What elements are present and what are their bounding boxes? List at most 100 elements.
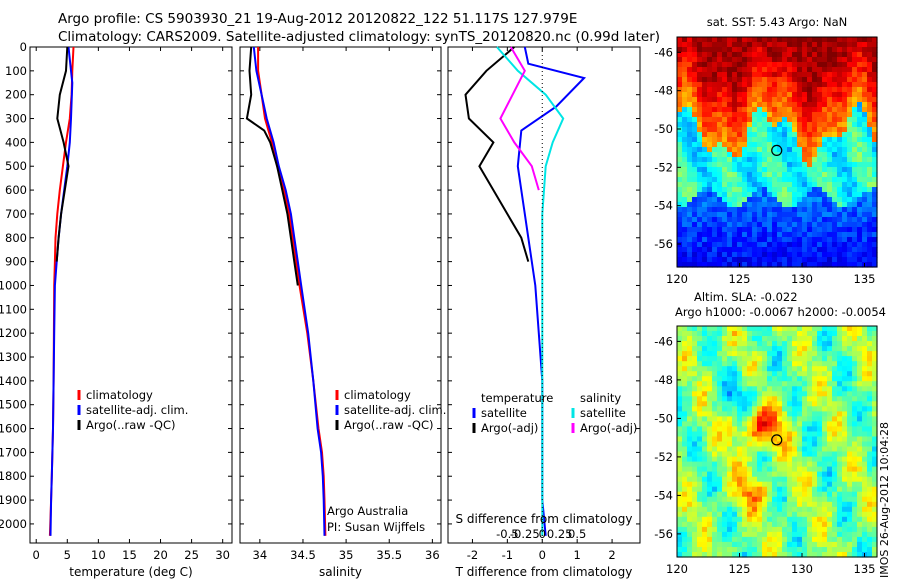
map-cell	[872, 516, 878, 523]
map-cell	[802, 97, 808, 103]
map-cell	[772, 137, 778, 143]
map-cell	[857, 466, 863, 473]
map-cell	[817, 341, 823, 347]
map-cell	[812, 172, 818, 178]
map-cell	[717, 202, 723, 208]
map-cell	[712, 82, 718, 88]
map-cell	[697, 386, 703, 392]
map-cell	[842, 421, 848, 427]
map-cell	[812, 466, 818, 473]
map-cell	[857, 456, 863, 463]
map-cell	[837, 486, 843, 493]
map-cell	[712, 496, 718, 503]
map-cell	[742, 481, 748, 488]
map-cell	[717, 451, 723, 458]
map-cell	[767, 336, 773, 342]
map-cell	[777, 446, 783, 453]
map-cell	[682, 456, 688, 463]
map-cell	[792, 351, 798, 357]
map-cell	[712, 217, 718, 223]
map-cell	[852, 237, 858, 243]
x-tick-label: 130	[791, 562, 813, 576]
map-cell	[692, 142, 698, 148]
map-cell	[697, 547, 703, 553]
map-cell	[687, 192, 693, 198]
x-tick-label: 135	[854, 272, 876, 286]
map-cell	[732, 491, 738, 498]
map-cell	[782, 152, 788, 158]
map-cell	[857, 227, 863, 233]
map-cell	[782, 112, 788, 118]
map-cell	[802, 42, 808, 48]
map-cell	[677, 122, 683, 128]
map-cell	[707, 172, 713, 178]
map-cell	[702, 107, 708, 113]
map-cell	[687, 361, 693, 367]
map-cell	[687, 521, 693, 528]
map-cell	[777, 341, 783, 347]
map-cell	[702, 366, 708, 372]
map-cell	[762, 162, 768, 168]
map-cell	[682, 371, 688, 377]
map-cell	[792, 396, 798, 402]
map-cell	[832, 237, 838, 243]
map-cell	[782, 252, 788, 258]
map-cell	[842, 232, 848, 238]
map-cell	[717, 376, 723, 382]
map-cell	[737, 47, 743, 53]
map-cell	[847, 137, 853, 143]
map-cell	[747, 67, 753, 73]
map-cell	[767, 217, 773, 223]
map-cell	[767, 446, 773, 453]
map-cell	[727, 117, 733, 123]
map-cell	[697, 42, 703, 48]
map-cell	[707, 242, 713, 248]
map-cell	[707, 376, 713, 382]
map-cell	[702, 521, 708, 528]
map-cell	[837, 501, 843, 508]
map-cell	[697, 376, 703, 382]
map-cell	[687, 112, 693, 118]
map-cell	[767, 436, 773, 443]
map-cell	[837, 212, 843, 218]
map-cell	[782, 541, 788, 548]
map-cell	[847, 172, 853, 178]
map-cell	[867, 122, 873, 128]
map-cell	[852, 47, 858, 53]
map-cell	[772, 212, 778, 218]
map-cell	[692, 401, 698, 407]
map-cell	[697, 212, 703, 218]
map-cell	[857, 486, 863, 493]
map-cell	[707, 262, 713, 268]
map-cell	[687, 212, 693, 218]
map-cell	[807, 416, 813, 422]
map-cell	[827, 57, 833, 63]
map-cell	[767, 386, 773, 392]
map-cell	[822, 237, 828, 243]
map-cell	[712, 416, 718, 422]
map-cell	[747, 386, 753, 392]
map-cell	[802, 366, 808, 372]
map-cell	[767, 371, 773, 377]
y-tick-label: -48	[654, 373, 673, 387]
map-cell	[797, 481, 803, 488]
map-cell	[732, 516, 738, 523]
map-cell	[752, 476, 758, 483]
map-cell	[792, 212, 798, 218]
map-cell	[717, 142, 723, 148]
map-cell	[842, 547, 848, 553]
map-cell	[822, 481, 828, 488]
map-cell	[872, 167, 878, 173]
map-cell	[687, 496, 693, 503]
map-cell	[682, 167, 688, 173]
map-cell	[792, 326, 798, 332]
map-cell	[857, 257, 863, 263]
map-cell	[747, 197, 753, 203]
map-cell	[717, 37, 723, 43]
map-cell	[737, 431, 743, 438]
map-cell	[712, 326, 718, 332]
map-cell	[767, 481, 773, 488]
map-cell	[702, 142, 708, 148]
y-tick-label: 1600	[0, 422, 27, 436]
map-cell	[792, 516, 798, 523]
